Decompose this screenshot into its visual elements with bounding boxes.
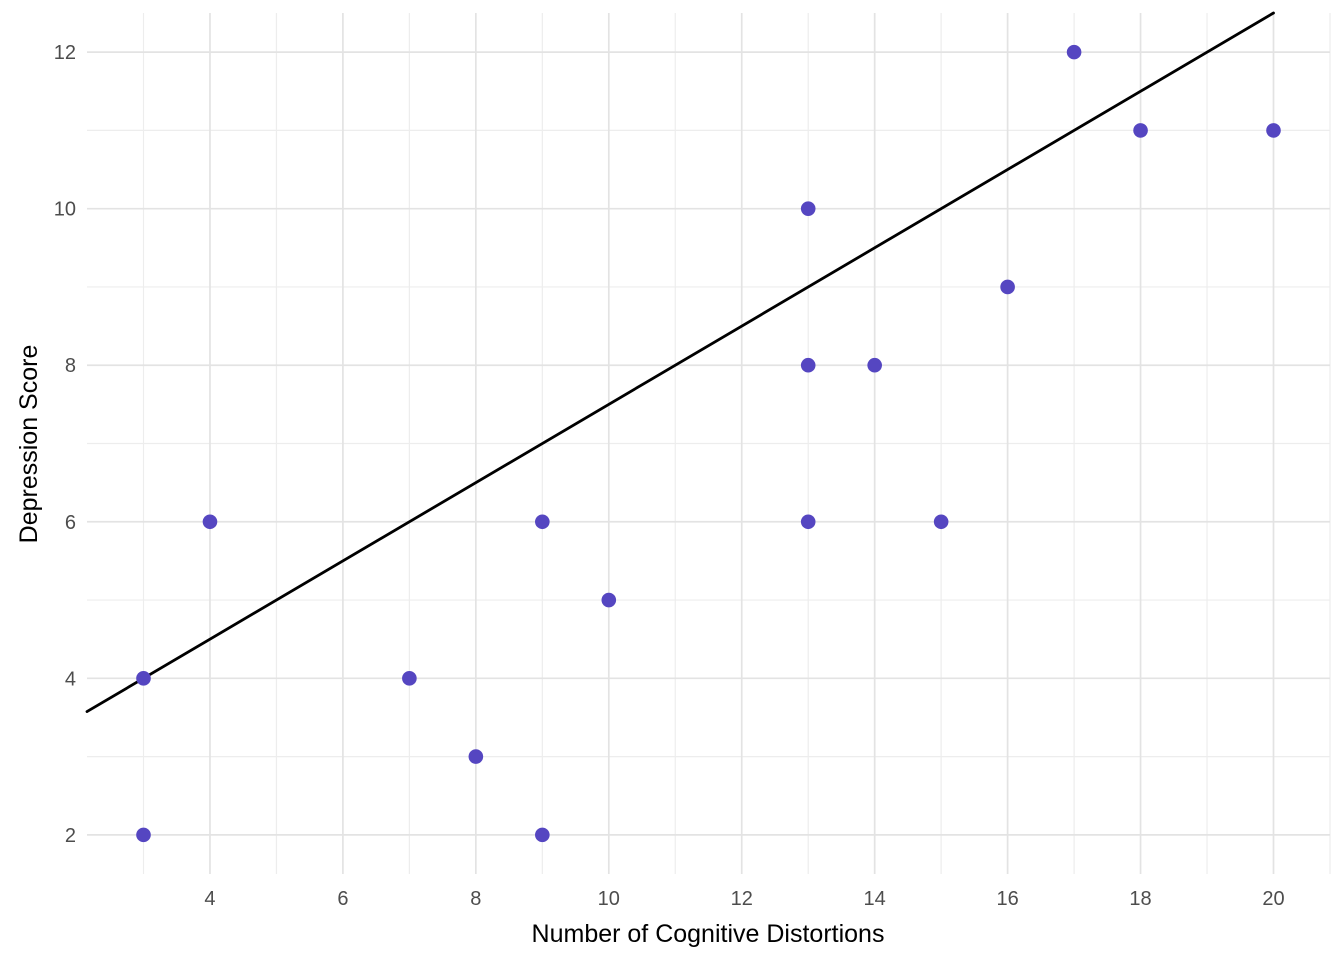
data-point [136, 827, 151, 843]
y-tick-label: 2 [65, 825, 76, 847]
x-tick-label: 6 [337, 888, 348, 910]
x-tick-label: 8 [470, 888, 481, 910]
data-point [800, 201, 816, 216]
data-point [867, 357, 882, 373]
x-tick-label: 12 [731, 888, 753, 910]
data-point [933, 514, 949, 530]
regression-line [85, 11, 1275, 713]
data-point [1266, 123, 1281, 138]
data-point [800, 514, 816, 530]
x-axis-tick-labels: 4 6 8 10 12 14 16 18 20 [204, 888, 1284, 910]
x-tick-label: 10 [598, 888, 620, 910]
data-points-group [136, 44, 1281, 843]
data-point [535, 514, 550, 530]
data-point [601, 592, 617, 608]
data-point [535, 827, 550, 843]
y-axis-title: Depression Score [15, 345, 43, 544]
y-axis-tick-labels: 2 4 6 8 10 12 [54, 42, 76, 847]
data-point [1066, 44, 1082, 60]
minor-gridlines [87, 13, 1331, 874]
y-tick-label: 10 [54, 199, 76, 221]
y-tick-label: 6 [65, 512, 76, 534]
x-tick-label: 14 [864, 888, 886, 910]
x-tick-label: 20 [1262, 888, 1284, 910]
x-tick-label: 18 [1129, 888, 1151, 910]
x-axis-title: Number of Cognitive Distortions [532, 920, 885, 948]
x-tick-label: 16 [996, 888, 1018, 910]
data-point [136, 671, 151, 686]
x-tick-label: 4 [204, 888, 215, 910]
data-point [1133, 123, 1148, 138]
data-point [800, 357, 816, 373]
y-tick-label: 12 [54, 42, 76, 64]
data-point [1000, 279, 1015, 295]
data-point [402, 671, 417, 686]
regression-line-group [85, 11, 1275, 713]
y-tick-label: 8 [65, 355, 76, 377]
major-gridlines [87, 13, 1330, 874]
data-point [202, 514, 218, 530]
data-point [468, 749, 484, 764]
y-tick-label: 4 [65, 668, 76, 690]
